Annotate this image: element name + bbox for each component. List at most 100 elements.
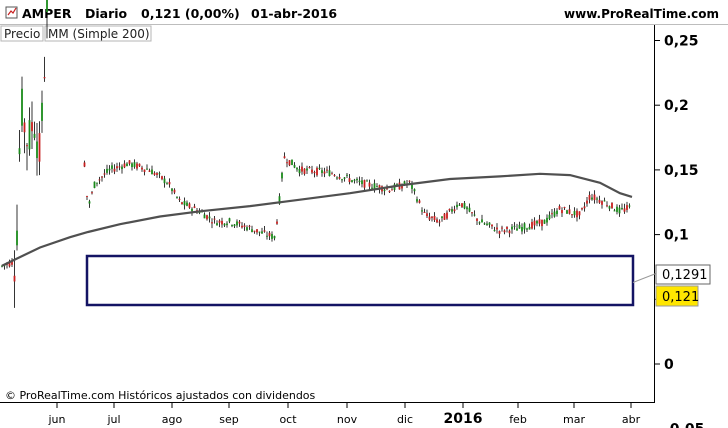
candle-body xyxy=(101,176,103,178)
candle-body xyxy=(451,209,453,212)
candle-body xyxy=(506,226,508,229)
candle-body xyxy=(166,183,168,185)
candle-body xyxy=(436,219,438,223)
legend-ma-box xyxy=(44,25,152,42)
candle-body xyxy=(126,163,128,167)
candle-body xyxy=(288,160,291,166)
candle-body xyxy=(383,189,386,192)
candle-body xyxy=(503,230,506,233)
candle-body xyxy=(536,221,538,224)
candle-body xyxy=(386,188,388,190)
candle-body xyxy=(203,214,206,219)
candle-body xyxy=(1,265,3,267)
candle-body xyxy=(571,214,573,216)
copyright-note: © ProRealTime.com Históricos ajustados c… xyxy=(5,389,316,402)
candle-body xyxy=(41,102,43,121)
candle-body xyxy=(361,180,363,185)
candle-body xyxy=(23,122,26,133)
candle-body xyxy=(258,231,261,233)
candle-body xyxy=(573,211,576,216)
candle-body xyxy=(461,203,463,207)
candle-body xyxy=(431,216,433,218)
candle-body xyxy=(296,167,298,170)
candle-body xyxy=(478,222,481,224)
candle-body xyxy=(11,260,13,265)
candle-body xyxy=(558,206,561,210)
candle-body xyxy=(276,221,278,224)
candle-body xyxy=(551,213,553,215)
candle-body xyxy=(586,200,588,204)
candle-body xyxy=(226,223,228,226)
candle-body xyxy=(148,170,151,172)
trading-range-box xyxy=(85,254,635,307)
candle-body xyxy=(253,230,256,232)
candle-body xyxy=(156,173,158,175)
candle-body xyxy=(251,229,253,233)
candle-body xyxy=(553,211,556,217)
candle-body xyxy=(533,220,536,226)
candle-body xyxy=(346,174,348,176)
candle-body xyxy=(523,223,526,230)
candle-body xyxy=(303,168,306,175)
candle-body xyxy=(403,181,406,186)
y-tick-label: 0,15 xyxy=(664,163,699,179)
candle-body xyxy=(171,188,173,192)
candle-body xyxy=(151,169,153,175)
y-tick-label: 0 xyxy=(664,357,674,373)
candle-body xyxy=(178,198,181,200)
candle-body xyxy=(373,183,376,189)
candle-body xyxy=(443,213,446,220)
candle-body xyxy=(316,167,318,176)
price-value-tag: 0,121 xyxy=(655,285,699,307)
candle-body xyxy=(218,220,221,223)
candle-body xyxy=(391,189,393,191)
candle-body xyxy=(128,160,131,164)
candle-body xyxy=(108,168,111,171)
candle-body xyxy=(208,216,211,219)
candle-body xyxy=(91,192,93,194)
ma-value-tag: 0,1291 xyxy=(632,264,711,285)
candle-body xyxy=(598,199,601,203)
candle-body xyxy=(456,204,458,208)
candle-body xyxy=(181,202,183,205)
header-icon-mark xyxy=(7,7,17,16)
candle-body xyxy=(418,200,421,203)
candle-body xyxy=(528,226,531,230)
candle-body xyxy=(611,202,613,209)
header-icon xyxy=(5,6,18,19)
candle-body xyxy=(113,168,116,172)
candle-body xyxy=(581,208,583,210)
candle-body xyxy=(261,231,263,234)
candle-body xyxy=(421,210,423,212)
candle-body xyxy=(141,167,143,170)
candle-body xyxy=(88,201,91,204)
candle-body xyxy=(501,227,503,229)
candle-body xyxy=(193,206,196,208)
candle-body xyxy=(243,225,246,227)
candle-body xyxy=(336,177,338,179)
candle-body xyxy=(341,179,343,181)
candle-body xyxy=(8,261,11,267)
candle-body xyxy=(388,190,391,193)
candle-body xyxy=(376,186,378,188)
candle-body xyxy=(266,235,268,237)
candle-body xyxy=(583,206,586,209)
candle-body xyxy=(131,163,133,168)
candle-body xyxy=(358,180,361,183)
candle-body xyxy=(188,203,191,208)
x-tick-label: sep xyxy=(219,413,238,426)
candle-body xyxy=(606,205,608,207)
candle-body xyxy=(576,210,578,218)
ma-tag-box xyxy=(655,264,711,285)
candle-body xyxy=(518,224,521,229)
candle-body xyxy=(186,202,188,206)
ma-200-line xyxy=(1,172,633,267)
candle-body xyxy=(26,145,28,147)
candle-body xyxy=(446,212,448,219)
candle-body xyxy=(486,223,488,226)
candle-body xyxy=(546,217,548,223)
candle-body xyxy=(83,162,86,167)
candle-body xyxy=(368,182,371,187)
candle-body xyxy=(613,210,616,212)
candle-body xyxy=(221,220,223,225)
